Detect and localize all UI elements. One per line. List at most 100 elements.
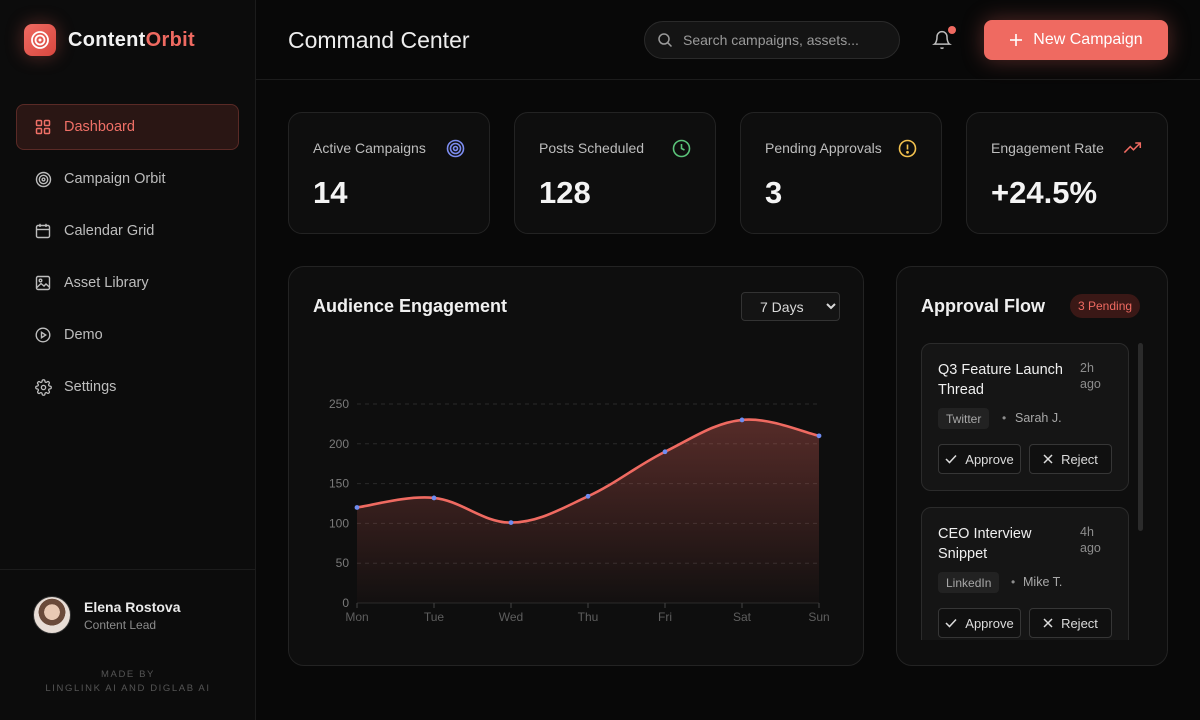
sidebar-item-label: Settings [64, 379, 117, 395]
approval-title: Approval Flow [921, 296, 1046, 316]
approval-item-title: CEO Interview Snippet [938, 526, 1032, 562]
range-select[interactable]: 7 Days [741, 292, 840, 321]
approve-button[interactable]: Approve [938, 608, 1021, 638]
scrollbar-thumb[interactable] [1138, 343, 1143, 531]
sidebar-item-dashboard[interactable]: Dashboard [16, 104, 239, 150]
x-tick-label: Thu [578, 610, 599, 624]
sidebar-item-label: Asset Library [64, 275, 149, 291]
sidebar-item-asset-library[interactable]: Asset Library [16, 260, 239, 306]
y-tick-label: 50 [336, 556, 350, 570]
user-role: Content Lead [84, 618, 157, 632]
chart-title: Audience Engagement [313, 296, 508, 316]
approve-button[interactable]: Approve [938, 444, 1021, 474]
reject-label: Reject [1061, 451, 1098, 467]
approval-item: CEO Interview Snippet 4h ago LinkedIn • … [921, 507, 1129, 640]
approval-item-author: Mike T. [1023, 575, 1063, 589]
engagement-area [357, 419, 819, 603]
x-tick-label: Wed [499, 610, 523, 624]
made-by-line2: LINGLINK AI AND DIGLAB AI [45, 683, 211, 694]
stat-card-pending-approvals: Pending Approvals 3 [740, 112, 942, 234]
approval-item-author: Sarah J. [1015, 411, 1062, 425]
search-input[interactable] [683, 32, 883, 48]
user-name: Elena Rostova [84, 599, 181, 615]
stat-label: Engagement Rate [991, 140, 1104, 156]
grid-icon [34, 118, 52, 136]
plus-icon [1009, 33, 1023, 47]
stat-value: +24.5% [991, 175, 1098, 210]
approval-item: Q3 Feature Launch Thread 2h ago Twitter … [921, 343, 1129, 491]
pending-badge: 3 Pending [1070, 294, 1141, 318]
x-tick-label: Mon [345, 610, 368, 624]
approval-item-time: 4h ago [1080, 525, 1101, 555]
sidebar-item-calendar-grid[interactable]: Calendar Grid [16, 208, 239, 254]
alert-circle-icon [897, 138, 917, 158]
data-point [508, 520, 514, 526]
approval-queue[interactable]: Q3 Feature Launch Thread 2h ago Twitter … [921, 343, 1130, 640]
y-tick-label: 250 [329, 397, 349, 411]
platform-tag: Twitter [938, 408, 990, 429]
x-tick-label: Sun [808, 610, 829, 624]
reject-button[interactable]: Reject [1029, 444, 1112, 474]
audience-engagement-card: Audience Engagement 7 Days 0 50 100 150 200 2… [288, 266, 864, 666]
gear-icon [34, 378, 52, 396]
data-point [431, 495, 437, 501]
stat-card-engagement-rate: Engagement Rate +24.5% [966, 112, 1168, 234]
made-by-credit: MADE BY LINGLINK AI AND DIGLAB AI [0, 668, 256, 696]
stat-value: 3 [765, 175, 783, 210]
y-tick-label: 100 [329, 516, 349, 530]
stat-label: Active Campaigns [313, 140, 426, 156]
stat-card-posts-scheduled: Posts Scheduled 128 [514, 112, 716, 234]
clock-icon [671, 138, 691, 158]
sidebar-item-demo[interactable]: Demo [16, 312, 239, 358]
y-tick-label: 150 [329, 477, 349, 491]
new-campaign-button[interactable]: New Campaign [984, 20, 1168, 60]
sidebar-item-campaign-orbit[interactable]: Campaign Orbit [16, 156, 239, 202]
notification-dot [948, 26, 956, 34]
reject-button[interactable]: Reject [1029, 608, 1112, 638]
target-icon [445, 138, 465, 158]
stat-value: 14 [313, 175, 348, 210]
trending-up-icon [1123, 138, 1143, 158]
made-by-line1: MADE BY [101, 669, 155, 680]
separator-dot: • [1011, 575, 1016, 589]
search-bar[interactable] [644, 21, 900, 59]
notification-bell-icon[interactable] [932, 30, 952, 50]
target-icon [34, 170, 52, 188]
new-campaign-label: New Campaign [1033, 31, 1143, 48]
brand-name-part2: Orbit [145, 28, 195, 51]
brand[interactable]: ContentOrbit [24, 24, 195, 56]
stat-label: Posts Scheduled [539, 140, 645, 156]
check-icon [945, 454, 957, 464]
close-icon [1043, 454, 1053, 464]
y-tick-label: 0 [342, 596, 349, 610]
calendar-icon [34, 222, 52, 240]
approval-flow-card: Approval Flow 3 Pending Q3 Feature Launc… [896, 266, 1168, 666]
y-tick-label: 200 [329, 437, 349, 451]
x-tick-label: Tue [424, 610, 445, 624]
stat-card-active-campaigns: Active Campaigns 14 [288, 112, 490, 234]
sidebar-item-label: Calendar Grid [64, 223, 155, 239]
search-icon [657, 32, 673, 48]
data-point [816, 433, 822, 439]
sidebar: ContentOrbit Dashboard Campaign Orbit Ca… [0, 0, 256, 720]
approval-item-title: Q3 Feature Launch Thread [938, 362, 1063, 398]
x-tick-label: Fri [658, 610, 672, 624]
user-profile[interactable]: Elena Rostova Content Lead MADE BY LINGL… [0, 569, 256, 720]
approve-label: Approve [965, 451, 1014, 467]
top-header: Command Center New Campaign [256, 0, 1200, 80]
sidebar-nav: Dashboard Campaign Orbit Calendar Grid A… [16, 104, 239, 416]
brand-name-part1: Content [68, 28, 146, 51]
engagement-chart: 0 50 100 150 200 250 Mon Tue Wed Thu Fri Sat Sun [329, 397, 830, 624]
data-point [585, 493, 591, 499]
stat-value: 128 [539, 175, 591, 210]
brand-name: ContentOrbit [68, 29, 195, 52]
data-point [354, 505, 360, 510]
check-icon [945, 618, 957, 628]
platform-tag: LinkedIn [938, 572, 1000, 593]
image-icon [34, 274, 52, 292]
sidebar-item-label: Dashboard [64, 119, 135, 135]
data-point [662, 449, 668, 455]
page-title: Command Center [288, 27, 470, 53]
sidebar-item-settings[interactable]: Settings [16, 364, 239, 410]
separator-dot: • [1002, 411, 1007, 425]
